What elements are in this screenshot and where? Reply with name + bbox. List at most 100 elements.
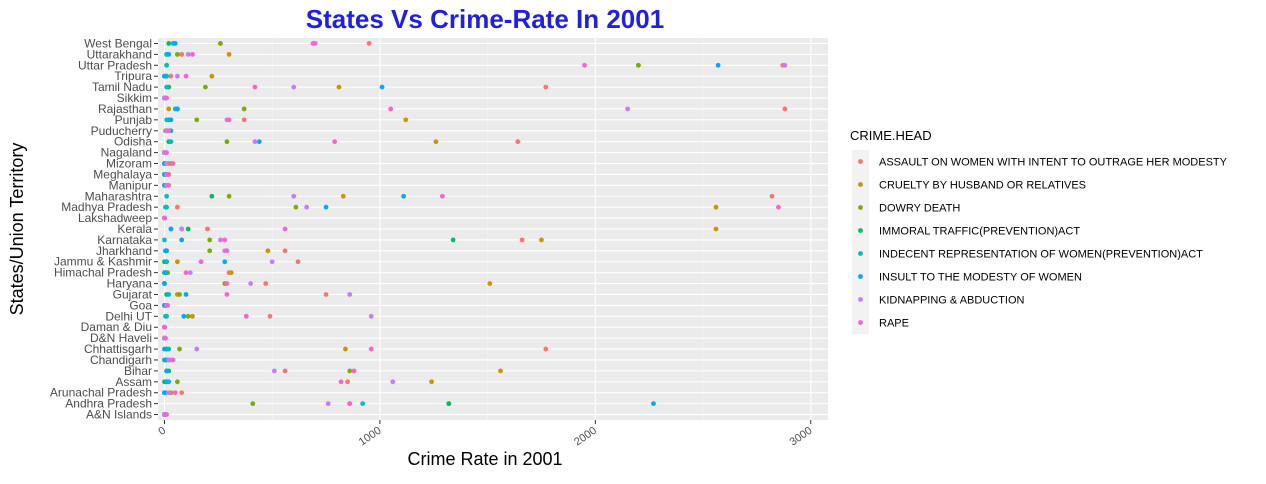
y-tick-label: Chhattisgarh	[84, 342, 152, 356]
data-point	[222, 259, 228, 265]
data-point	[183, 292, 189, 297]
data-point	[174, 106, 180, 112]
data-point	[222, 237, 228, 243]
x-tick-label: 3000	[788, 425, 815, 449]
data-point	[168, 73, 174, 79]
data-point	[336, 84, 342, 90]
data-points	[162, 41, 788, 417]
data-point	[267, 313, 273, 319]
data-point	[263, 281, 269, 286]
data-point	[172, 390, 178, 396]
legend-swatch	[858, 159, 863, 164]
data-point	[179, 390, 185, 396]
data-point	[325, 401, 331, 407]
data-point	[291, 193, 297, 199]
data-point	[164, 412, 170, 417]
data-point	[172, 41, 178, 46]
data-point	[226, 193, 232, 199]
y-tick-label: Sikkim	[117, 91, 152, 105]
y-tick-label: Assam	[115, 375, 152, 389]
data-point	[164, 117, 170, 123]
data-point	[224, 292, 230, 297]
data-point	[177, 292, 182, 297]
y-tick-label: Puducherry	[91, 124, 152, 138]
data-point	[252, 84, 258, 90]
data-point	[162, 237, 167, 243]
data-point	[166, 41, 172, 46]
data-point	[166, 346, 172, 352]
data-point	[163, 335, 168, 341]
data-point	[174, 259, 180, 265]
data-point	[636, 62, 641, 68]
data-point	[164, 379, 170, 385]
data-point	[323, 292, 329, 297]
legend-swatch	[858, 274, 863, 279]
data-point	[379, 84, 385, 90]
data-point	[295, 259, 301, 265]
data-point	[304, 204, 310, 210]
data-point	[625, 106, 631, 112]
legend-label: IMMORAL TRAFFIC(PREVENTION)ACT	[879, 226, 1080, 238]
x-tick-label: 2000	[572, 425, 599, 449]
data-point	[256, 139, 262, 145]
data-point	[166, 390, 172, 396]
data-point	[250, 401, 256, 407]
data-point	[776, 204, 781, 210]
data-point	[224, 139, 230, 145]
data-point	[174, 379, 180, 385]
data-point	[293, 204, 299, 210]
data-point	[351, 368, 357, 374]
data-point	[205, 226, 210, 232]
data-point	[185, 226, 191, 232]
data-point	[433, 139, 439, 145]
data-point	[185, 313, 191, 319]
legend-swatch	[858, 251, 863, 256]
y-tick-label: Daman & Diu	[81, 320, 152, 334]
legend-label: KIDNAPPING & ABDUCTION	[879, 295, 1025, 307]
data-point	[164, 161, 170, 166]
data-point	[190, 51, 195, 57]
y-tick-label: Andhra Pradesh	[65, 397, 152, 411]
y-tick-label: Delhi UT	[105, 309, 152, 323]
x-axis: 0 1000 2000 3000	[156, 420, 814, 449]
data-point	[713, 226, 719, 232]
y-axis-title: States/Union Territory	[7, 143, 27, 316]
data-point	[715, 62, 721, 68]
data-point	[162, 324, 167, 330]
data-point	[347, 401, 353, 407]
data-point	[368, 313, 374, 319]
data-point	[651, 401, 656, 407]
data-point	[487, 281, 493, 286]
data-point	[769, 193, 775, 199]
x-tick-label: 1000	[357, 425, 384, 449]
x-tick-label: 0	[156, 425, 168, 438]
data-point	[439, 193, 445, 199]
y-tick-label: A&N Islands	[86, 408, 152, 422]
data-point	[185, 51, 191, 57]
y-tick-label: Haryana	[107, 277, 153, 291]
data-point	[388, 106, 394, 112]
data-point	[390, 379, 396, 385]
data-point	[194, 346, 200, 352]
data-point	[323, 204, 329, 210]
data-point	[368, 346, 374, 352]
data-point	[166, 357, 172, 363]
data-point	[163, 270, 168, 276]
data-point	[166, 106, 172, 112]
data-point	[252, 139, 258, 145]
legend-label: CRUELTY BY HUSBAND OR RELATIVES	[879, 180, 1086, 192]
data-point	[209, 73, 215, 79]
data-point	[515, 139, 521, 145]
legend: CRIME.HEAD ASSAULT ON WOMEN WITH INTENT …	[850, 128, 1228, 334]
data-point	[332, 139, 338, 145]
data-point	[164, 84, 170, 90]
data-point	[174, 51, 180, 57]
data-point	[162, 73, 167, 79]
y-tick-label: Punjab	[115, 113, 153, 127]
data-point	[224, 248, 230, 254]
data-point	[207, 237, 213, 243]
y-tick-label: Meghalaya	[93, 167, 152, 181]
data-point	[782, 62, 788, 68]
